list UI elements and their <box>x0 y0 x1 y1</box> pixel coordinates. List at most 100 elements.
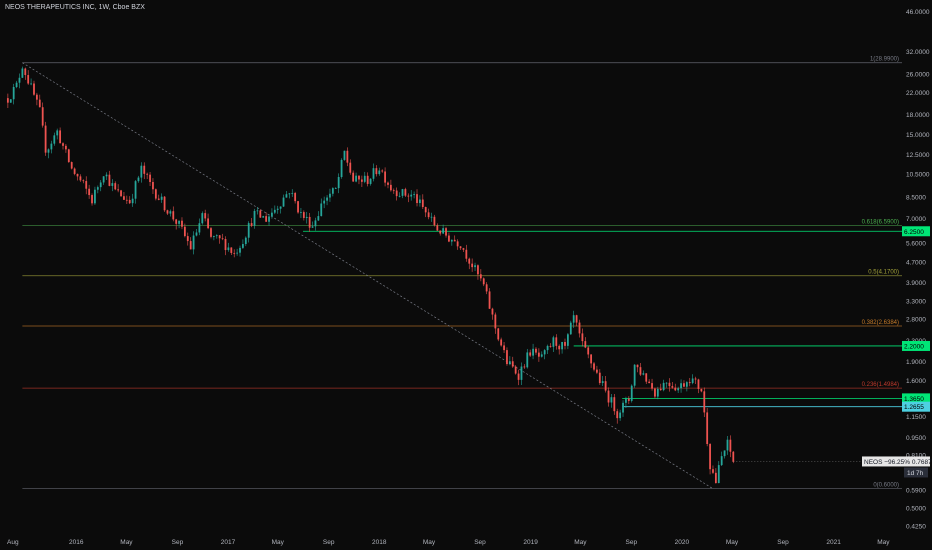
candle <box>120 189 122 197</box>
candle <box>424 206 427 218</box>
candle-body <box>732 451 735 462</box>
candle <box>387 181 389 189</box>
candle-body <box>134 181 137 199</box>
candle <box>27 70 30 85</box>
candle-body <box>227 247 230 251</box>
candle <box>691 374 694 385</box>
candle <box>445 226 447 238</box>
candle-body <box>73 168 76 174</box>
candle-body <box>207 218 209 229</box>
candle <box>601 376 604 387</box>
candle <box>224 236 227 256</box>
candle <box>581 328 584 347</box>
candle <box>189 237 192 250</box>
candle-body <box>392 190 395 192</box>
candle-body <box>729 439 732 452</box>
candle <box>308 213 311 232</box>
candle-body <box>308 216 311 228</box>
candle <box>198 218 201 236</box>
candle <box>297 200 299 214</box>
fib-level-label: 1(28.9900) <box>870 57 899 63</box>
candle-body <box>656 388 659 397</box>
candle <box>651 378 653 391</box>
candle <box>450 239 453 246</box>
candle <box>12 83 15 105</box>
candle-body <box>6 98 9 103</box>
candle <box>352 170 355 182</box>
candle <box>62 142 64 150</box>
candle-body <box>111 183 114 186</box>
candle <box>33 80 35 96</box>
candle-body <box>709 444 711 470</box>
candle-body <box>372 168 375 179</box>
candle <box>375 165 378 177</box>
last-price-tag-text: NEOS −96.25% 0.7687 <box>864 459 932 466</box>
candle-body <box>198 223 201 233</box>
candle <box>73 167 76 176</box>
candle <box>79 174 82 182</box>
candle-body <box>67 149 70 163</box>
x-axis-tick-label: Sep <box>777 539 789 546</box>
candle-body <box>497 328 500 340</box>
y-axis-tick-label: 7.0000 <box>906 216 926 223</box>
candle-body <box>511 361 514 367</box>
candle <box>334 187 337 189</box>
candle <box>627 396 630 405</box>
candle-body <box>340 159 343 178</box>
candle-body <box>607 390 610 403</box>
y-axis-tick-label: 22.0000 <box>906 90 930 97</box>
candle-body <box>360 179 363 182</box>
candle <box>642 370 645 376</box>
candle <box>659 383 662 391</box>
candle <box>485 282 488 295</box>
candle-body <box>137 177 140 182</box>
level-price-label: 6.2500 <box>904 229 924 236</box>
candle-body <box>233 252 236 254</box>
x-axis-tick-label: May <box>423 539 436 546</box>
candle <box>256 207 259 215</box>
candle-body <box>108 174 111 186</box>
candle <box>172 206 175 222</box>
candle-body <box>157 198 160 200</box>
candle-body <box>572 315 575 323</box>
candle <box>56 128 59 140</box>
candle <box>407 193 410 203</box>
x-axis-tick-label: Sep <box>323 539 335 546</box>
candle-body <box>633 364 636 386</box>
x-axis-tick-label: 2018 <box>372 539 387 546</box>
candle <box>535 347 537 355</box>
candle-body <box>85 181 88 189</box>
candle-body <box>421 199 424 208</box>
x-axis-tick-label: May <box>726 539 739 546</box>
candle-body <box>468 258 471 264</box>
candle <box>665 382 668 388</box>
candle-body <box>128 199 131 204</box>
candle-body <box>459 246 462 249</box>
candle-body <box>183 226 186 237</box>
candle-body <box>700 388 703 392</box>
candle-body <box>215 235 218 237</box>
candle-body <box>82 180 85 182</box>
candle <box>488 288 491 310</box>
candle-body <box>369 178 372 184</box>
y-axis-tick-label: 4.7000 <box>906 260 926 267</box>
candle-body <box>398 195 401 197</box>
candle-body <box>329 193 331 198</box>
candle <box>18 73 21 89</box>
candle <box>497 327 500 342</box>
candle <box>65 144 67 153</box>
candle <box>340 158 343 179</box>
candle <box>35 92 38 106</box>
candle-body <box>271 212 273 217</box>
x-axis-tick-label: Sep <box>172 539 184 546</box>
candle <box>218 234 221 244</box>
y-axis-tick-label: 0.9500 <box>906 435 926 442</box>
candle <box>511 356 514 368</box>
candle-body <box>96 187 99 190</box>
candle-body <box>154 189 157 199</box>
candle <box>419 195 421 207</box>
y-axis-tick-label: 0.5900 <box>906 488 926 495</box>
candle <box>732 451 735 464</box>
candle-body <box>300 212 302 213</box>
